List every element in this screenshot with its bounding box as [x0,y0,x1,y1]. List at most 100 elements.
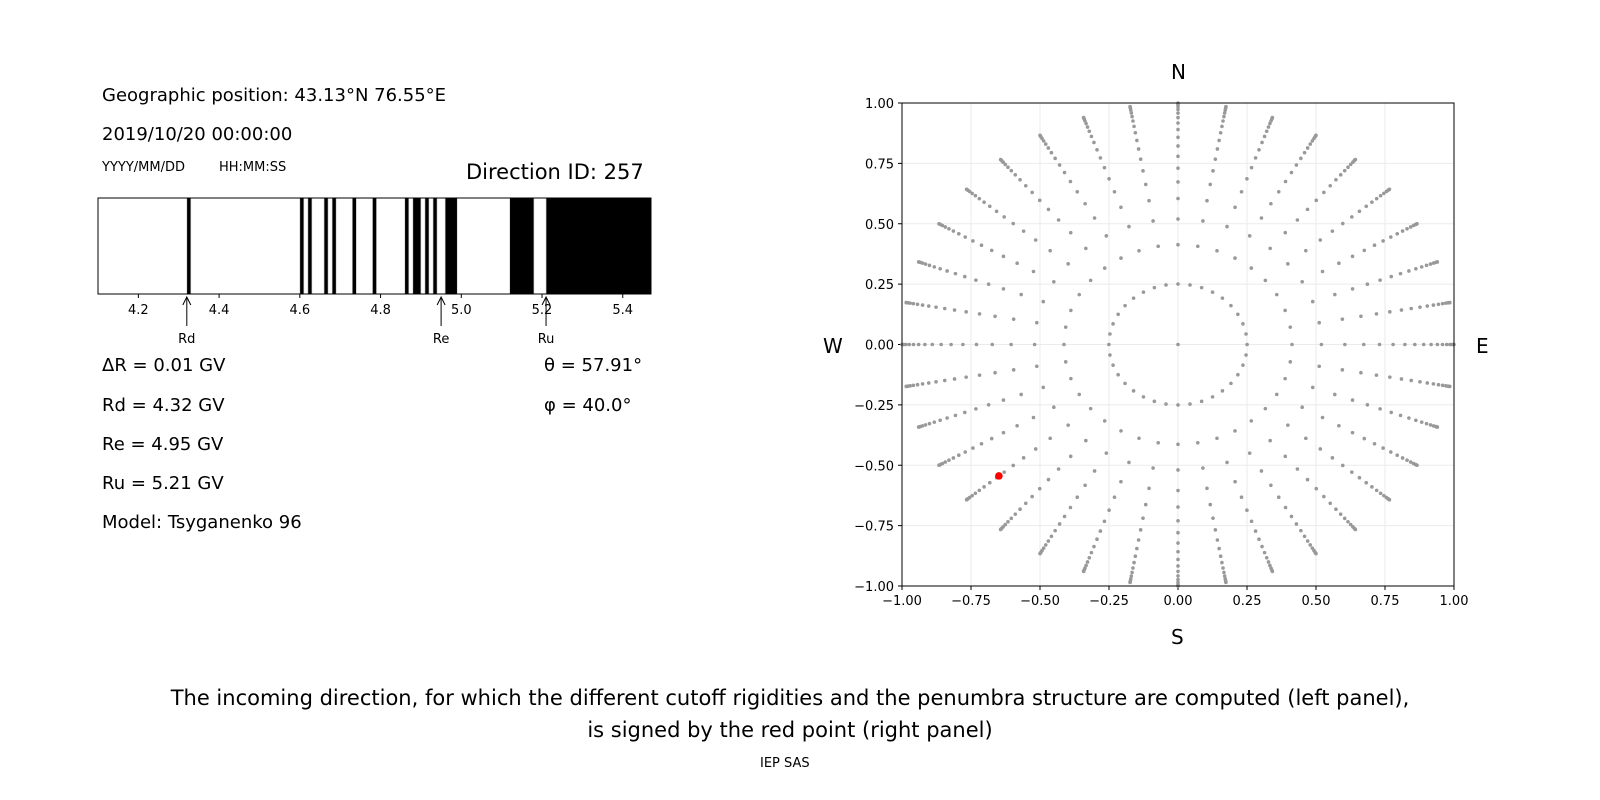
grid-point [1314,486,1319,491]
grid-point [1176,442,1180,447]
grid-point [1031,269,1036,274]
x-tick-label: 1.00 [1440,594,1469,609]
grid-point [1269,483,1273,488]
grid-point [1068,179,1073,184]
grid-point [1075,189,1080,194]
grid-point [1102,266,1107,270]
grid-point [1283,308,1287,313]
grid-point [1448,384,1452,389]
penumbra-band [323,197,329,295]
grid-point [1131,119,1135,123]
grid-point [1001,430,1006,435]
grid-point [977,373,982,377]
grid-point [998,157,1003,162]
grid-point [1137,248,1141,253]
grid-point [1176,342,1180,347]
grid-point [934,305,938,309]
grid-point [971,446,975,450]
grid-point [1176,569,1180,574]
model: Model: Tsyganenko 96 [102,512,302,533]
grid-point [916,425,921,429]
grid-point [963,235,968,239]
grid-point [1408,225,1413,229]
grid-point [1299,528,1303,533]
grid-point [1130,570,1134,575]
grid-point [1176,282,1180,286]
grid-point [1021,229,1026,233]
grid-point [1310,299,1315,304]
grid-point [1318,238,1323,242]
grid-point [1372,441,1377,446]
grid-point [1374,373,1379,377]
caption-line-2: is signed by the red point (right panel) [587,718,993,742]
grid-point [939,342,943,347]
grid-point [1056,467,1061,471]
grid-point [1440,301,1445,306]
grid-point [1147,198,1151,203]
grid-point [1407,416,1411,420]
grid-point [1340,317,1345,321]
grid-point [1152,399,1157,404]
grid-point [1374,488,1379,493]
grid-point [979,441,984,446]
grid-point [1130,114,1134,119]
grid-point [970,493,974,498]
grid-point [1107,177,1111,181]
grid-point [937,463,941,468]
grid-point [1346,165,1350,170]
grid-point [963,450,968,454]
grid-point [1233,429,1237,433]
grid-point [1244,353,1248,357]
grid-point [1131,389,1136,393]
grid-point [1052,279,1056,284]
grid-point [1176,468,1180,472]
grid-point [1138,528,1143,532]
grid-point [904,384,908,389]
grid-point [1085,560,1090,564]
grid-point [1151,466,1155,470]
grid-point [1098,156,1103,160]
grid-point [1123,381,1127,386]
caption-line-1: The incoming direction, for which the di… [170,686,1410,710]
grid-point [1224,104,1228,109]
grid-point [1011,463,1016,468]
grid-point [1213,528,1218,532]
grid-point [1440,383,1445,388]
grid-point [1176,144,1180,148]
grid-point [964,375,968,379]
grid-point [1428,423,1433,427]
grid-point [1111,363,1115,367]
grid-point [938,418,942,423]
grid-point [1112,189,1117,194]
grid-point [1092,469,1097,473]
grid-point [1274,392,1279,397]
grid-point [926,381,931,385]
grid-point [1069,308,1073,313]
x-tick-label: 0.50 [1302,594,1331,609]
grid-point [1038,133,1042,138]
grid-point [1247,451,1252,455]
grid-point [1141,516,1145,520]
grid-point [1111,322,1115,326]
grid-point [1208,182,1213,187]
grid-point [1357,209,1362,214]
grid-point [1041,385,1046,390]
penumbra-band [404,197,410,295]
grid-point [1176,488,1180,493]
grid-point [1199,399,1204,404]
grid-point [1381,446,1385,450]
grid-point [927,421,932,426]
grid-point [911,383,916,388]
grid-point [1395,453,1399,458]
grid-point [947,458,951,463]
grid-point [911,301,916,306]
grid-point [1222,114,1226,119]
grid-point [1413,342,1417,347]
grid-point [1286,262,1290,266]
grid-point [1317,320,1322,325]
grid-point [1009,168,1014,173]
grid-point [1388,450,1393,454]
grid-point [1300,405,1304,410]
grid-point [1015,261,1019,266]
arrow-head-icon [436,295,446,306]
